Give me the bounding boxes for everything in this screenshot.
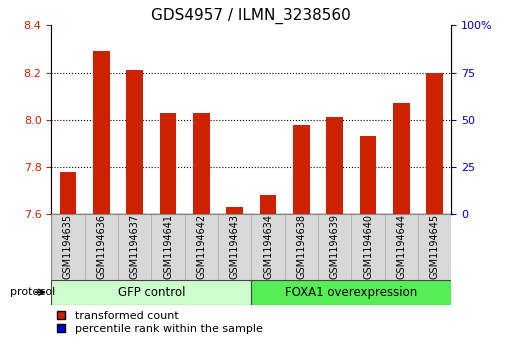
Bar <box>293 125 310 214</box>
Text: GSM1194637: GSM1194637 <box>130 214 140 280</box>
Title: GDS4957 / ILMN_3238560: GDS4957 / ILMN_3238560 <box>151 8 351 24</box>
Text: FOXA1 overexpression: FOXA1 overexpression <box>285 286 418 299</box>
Text: GFP control: GFP control <box>117 286 185 299</box>
Text: GSM1194645: GSM1194645 <box>430 214 440 280</box>
Point <box>230 89 239 94</box>
Text: GSM1194635: GSM1194635 <box>63 214 73 280</box>
Text: GSM1194644: GSM1194644 <box>397 214 406 280</box>
Point <box>397 70 405 76</box>
Bar <box>360 136 377 214</box>
Bar <box>351 214 385 280</box>
Bar <box>393 103 410 214</box>
Point <box>130 68 139 74</box>
Point <box>64 79 72 85</box>
Bar <box>318 214 351 280</box>
Text: GSM1194640: GSM1194640 <box>363 214 373 280</box>
Text: GSM1194639: GSM1194639 <box>330 214 340 280</box>
Bar <box>85 214 118 280</box>
Point <box>330 72 339 77</box>
Bar <box>51 280 251 305</box>
Text: GSM1194634: GSM1194634 <box>263 214 273 280</box>
Bar <box>285 214 318 280</box>
Bar <box>385 214 418 280</box>
Text: GSM1194638: GSM1194638 <box>297 214 306 280</box>
Bar <box>118 214 151 280</box>
Text: GSM1194636: GSM1194636 <box>96 214 106 280</box>
Bar <box>226 207 243 214</box>
Bar <box>151 214 185 280</box>
Text: GSM1194643: GSM1194643 <box>230 214 240 280</box>
Bar <box>426 73 443 214</box>
Bar <box>260 195 277 214</box>
Bar <box>193 113 210 214</box>
Bar <box>51 214 85 280</box>
Point <box>297 76 305 81</box>
Text: GSM1194642: GSM1194642 <box>196 214 206 280</box>
Bar <box>326 118 343 214</box>
Legend: transformed count, percentile rank within the sample: transformed count, percentile rank withi… <box>57 310 263 334</box>
Point <box>264 89 272 94</box>
Bar <box>218 214 251 280</box>
Text: protocol: protocol <box>10 287 55 297</box>
Bar <box>185 214 218 280</box>
Bar <box>126 70 143 214</box>
Bar <box>251 280 451 305</box>
Point <box>97 66 106 72</box>
Bar <box>60 172 76 214</box>
Bar <box>160 113 176 214</box>
Bar <box>418 214 451 280</box>
Bar <box>251 214 285 280</box>
Point <box>164 72 172 77</box>
Point <box>430 68 439 74</box>
Point <box>197 72 205 77</box>
Text: GSM1194641: GSM1194641 <box>163 214 173 280</box>
Bar <box>93 52 110 214</box>
Point <box>364 76 372 81</box>
